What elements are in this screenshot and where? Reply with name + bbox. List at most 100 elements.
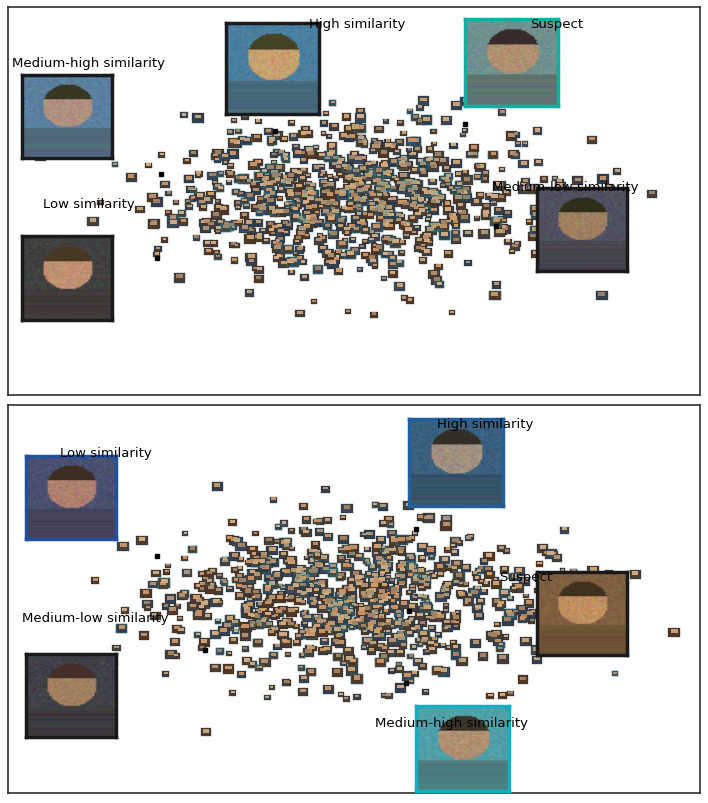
Bar (387, 271, 398, 279)
Bar (246, 194, 253, 198)
Bar (372, 234, 377, 238)
Bar (358, 126, 364, 129)
Bar (344, 189, 350, 194)
Bar (297, 172, 302, 175)
Bar (302, 616, 308, 621)
Bar (401, 181, 410, 189)
Bar (527, 612, 533, 615)
Bar (335, 191, 342, 195)
Bar (318, 205, 324, 210)
Bar (401, 202, 411, 210)
Bar (196, 585, 200, 587)
Bar (214, 255, 222, 261)
Bar (236, 130, 240, 132)
Bar (307, 206, 312, 210)
Bar (372, 610, 378, 614)
Bar (366, 174, 372, 177)
Bar (396, 618, 404, 623)
Bar (174, 654, 178, 656)
Bar (433, 143, 436, 145)
Bar (164, 672, 168, 675)
Bar (394, 178, 400, 184)
Bar (334, 165, 343, 173)
Bar (341, 593, 345, 594)
Bar (333, 653, 343, 661)
Bar (399, 251, 404, 254)
Bar (396, 631, 405, 638)
Bar (338, 536, 349, 544)
Bar (377, 579, 385, 586)
Bar (292, 198, 301, 204)
Bar (376, 627, 382, 630)
Bar (418, 569, 423, 571)
Bar (309, 569, 314, 572)
Bar (256, 173, 263, 177)
Bar (250, 570, 256, 573)
Bar (261, 169, 268, 175)
Bar (463, 171, 467, 173)
Bar (344, 166, 354, 174)
Bar (482, 203, 491, 210)
Bar (452, 214, 456, 216)
Bar (328, 605, 333, 608)
Bar (505, 549, 509, 552)
Bar (387, 592, 390, 594)
Bar (395, 199, 406, 208)
Bar (228, 165, 233, 167)
Bar (296, 569, 302, 573)
Bar (326, 153, 333, 157)
Bar (413, 147, 422, 154)
Bar (281, 622, 286, 626)
Bar (223, 581, 227, 584)
Bar (457, 182, 462, 185)
Bar (399, 621, 411, 630)
Bar (299, 218, 305, 223)
Bar (363, 228, 368, 231)
Bar (309, 217, 319, 225)
Bar (406, 573, 415, 579)
Bar (375, 658, 387, 667)
Bar (515, 243, 519, 245)
Bar (303, 630, 315, 639)
Bar (460, 191, 467, 195)
Bar (309, 214, 317, 221)
Bar (509, 250, 515, 255)
Bar (570, 569, 577, 575)
Bar (375, 658, 387, 667)
Bar (303, 202, 307, 205)
Bar (313, 617, 321, 623)
Bar (375, 199, 379, 202)
Bar (433, 152, 444, 161)
Bar (268, 223, 273, 226)
Bar (394, 609, 404, 617)
Bar (279, 552, 288, 559)
Bar (284, 597, 290, 601)
Bar (336, 173, 344, 179)
Bar (530, 206, 542, 215)
Bar (261, 618, 268, 623)
Bar (399, 632, 403, 634)
Bar (416, 159, 425, 165)
Bar (400, 185, 406, 188)
Bar (530, 609, 536, 615)
Bar (384, 222, 389, 225)
Bar (428, 207, 439, 216)
Bar (208, 569, 217, 575)
Bar (285, 585, 297, 594)
Bar (254, 556, 258, 558)
Bar (234, 176, 244, 184)
Bar (202, 577, 210, 582)
Bar (588, 225, 593, 227)
Bar (378, 605, 382, 608)
Bar (264, 621, 273, 628)
Bar (346, 167, 352, 171)
Bar (205, 585, 217, 594)
Bar (443, 118, 450, 122)
Bar (399, 200, 409, 208)
Bar (308, 553, 314, 558)
Bar (533, 646, 540, 650)
Bar (424, 190, 431, 195)
Bar (339, 693, 343, 695)
Bar (427, 548, 434, 552)
Bar (287, 594, 296, 601)
